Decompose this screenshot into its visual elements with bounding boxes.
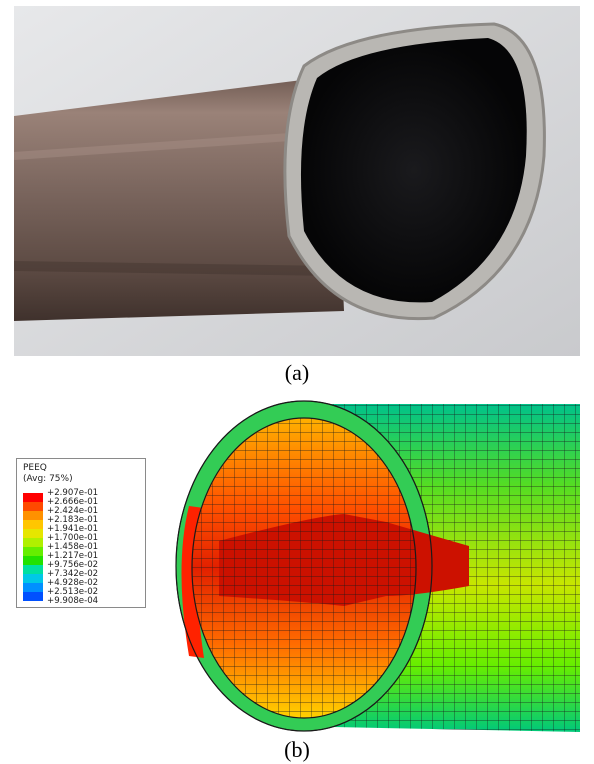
legend-swatch xyxy=(23,493,43,502)
legend-swatch xyxy=(23,592,43,601)
legend-swatch xyxy=(23,538,43,547)
legend-swatch xyxy=(23,547,43,556)
color-legend: PEEQ (Avg: 75%) +2.907e-01 +2.666e-01 +2.4… xyxy=(16,458,146,608)
legend-value-label: +2.424e-01 xyxy=(47,506,99,516)
fea-plot: PEEQ (Avg: 75%) +2.907e-01 +2.666e-01 +2.4… xyxy=(14,396,580,736)
legend-swatch xyxy=(23,574,43,583)
legend-labels: +2.907e-01 +2.666e-01 +2.424e-01 +2.183e-01… xyxy=(47,489,98,606)
caption-a: (a) xyxy=(284,360,310,385)
fea-contour-drawing xyxy=(175,400,580,732)
legend-value-label: +2.907e-01 xyxy=(47,488,99,498)
legend-swatch xyxy=(23,529,43,538)
legend-value-label: +4.928e-02 xyxy=(47,578,99,588)
legend-color-bar xyxy=(23,493,43,601)
tube-photo-drawing xyxy=(14,6,580,356)
legend-value-label: +1.458e-01 xyxy=(47,542,99,552)
legend-value-label: +2.183e-01 xyxy=(47,515,99,525)
legend-value-label: +7.342e-02 xyxy=(47,569,99,579)
legend-value-label: +1.700e-01 xyxy=(47,533,99,543)
legend-swatch xyxy=(23,502,43,511)
legend-swatch xyxy=(23,565,43,574)
tube-photo xyxy=(14,6,580,356)
legend-value-label: +1.217e-01 xyxy=(47,551,99,561)
caption-b: (b) xyxy=(284,737,310,762)
legend-subtitle: (Avg: 75%) xyxy=(23,474,73,484)
legend-swatch xyxy=(23,520,43,529)
legend-swatch xyxy=(23,556,43,565)
legend-swatch xyxy=(23,583,43,592)
legend-value-label: +9.908e-04 xyxy=(47,596,99,606)
legend-swatch xyxy=(23,511,43,520)
legend-value-label: +1.941e-01 xyxy=(47,524,99,534)
legend-title: PEEQ xyxy=(23,463,47,473)
legend-value-label: +2.513e-02 xyxy=(47,587,99,597)
legend-value-label: +2.666e-01 xyxy=(47,497,99,507)
legend-value-label: +9.756e-02 xyxy=(47,560,99,570)
